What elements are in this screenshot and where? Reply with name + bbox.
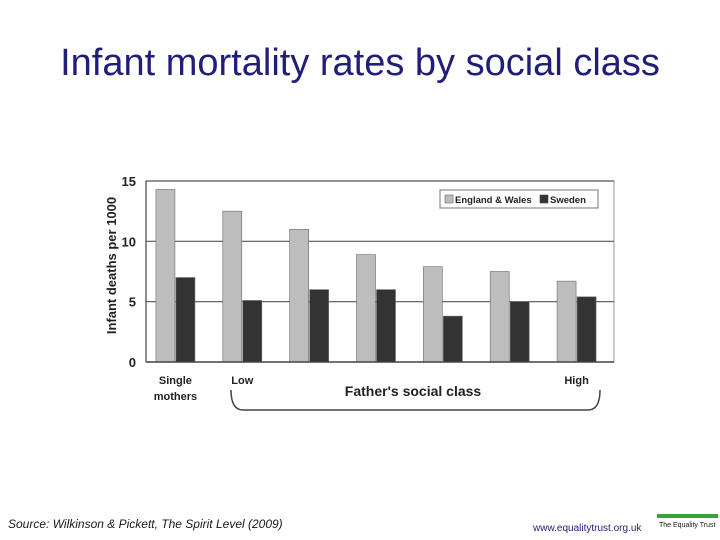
bars — [155, 189, 597, 363]
bar-chart: Infant deaths per 1000 0 5 10 15 Single moth… — [104, 174, 615, 411]
legend-box — [439, 189, 599, 209]
social-class-bracket: Father's social class — [230, 383, 601, 411]
category-label: Single — [159, 375, 192, 387]
equality-trust-logo: The Equality Trust — [657, 514, 718, 540]
category-labels: Single mothers Low High — [154, 375, 589, 403]
y-tick-labels: 0 5 10 15 — [122, 174, 136, 370]
bar-england-wales — [423, 266, 443, 363]
bar-england-wales — [155, 189, 176, 363]
bar-england-wales — [489, 271, 510, 363]
y-tick-label: 15 — [122, 174, 136, 189]
legend-label-sweden: Sweden — [550, 195, 586, 206]
y-tick-label: 0 — [129, 355, 136, 370]
category-label: Low — [231, 375, 253, 387]
bar-england-wales — [222, 210, 243, 363]
y-tick-label: 10 — [122, 234, 136, 249]
legend-label-england-wales: England & Wales — [455, 195, 532, 206]
y-tick-label: 5 — [129, 295, 136, 310]
bar-england-wales — [556, 280, 577, 363]
bar-sweden — [309, 289, 329, 363]
bar-sweden — [376, 289, 396, 363]
bar-sweden — [443, 315, 463, 363]
y-axis-label: Infant deaths per 1000 — [104, 197, 119, 334]
legend: England & Wales Sweden — [439, 189, 599, 209]
category-label: High — [564, 375, 589, 387]
logo-text: The Equality Trust — [659, 522, 716, 529]
bar-sweden — [175, 277, 196, 363]
x-axis-label: Father's social class — [345, 383, 482, 399]
bar-sweden — [242, 300, 263, 363]
bracket-line — [230, 389, 601, 411]
source-citation: Source: Wilkinson & Pickett, The Spirit … — [8, 517, 283, 531]
category-label: mothers — [154, 391, 197, 403]
bar-sweden — [509, 301, 530, 363]
axes: Infant deaths per 1000 — [104, 181, 614, 363]
bar-sweden — [576, 296, 597, 363]
website-link[interactable]: www.equalitytrust.org.uk — [533, 523, 642, 534]
slide-title: Infant mortality rates by social class — [60, 42, 660, 84]
bar-england-wales — [356, 254, 376, 363]
legend-swatch-england-wales — [444, 194, 454, 204]
bar-england-wales — [289, 228, 309, 363]
legend-swatch-sweden — [539, 194, 549, 204]
